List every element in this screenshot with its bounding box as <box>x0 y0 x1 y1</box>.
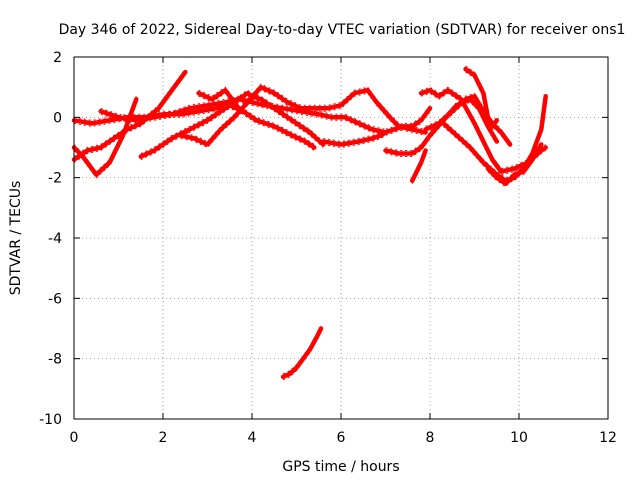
y-tick-label: -8 <box>48 352 62 368</box>
y-tick-label: -4 <box>48 231 62 247</box>
data-series-trace-16-markers <box>487 141 542 182</box>
data-series-trace-9-markers-low <box>367 92 426 136</box>
data-series <box>71 65 548 381</box>
data-series-trace-3-markers <box>73 68 186 158</box>
data-series-trace-15-markers <box>411 147 427 178</box>
data-series-trace-16-markers-low <box>487 147 542 188</box>
x-tick-label: 12 <box>599 430 617 446</box>
data-series-trace-4 <box>71 96 139 177</box>
data-series-trace-9 <box>365 87 428 135</box>
data-series-trace-5 <box>138 90 326 159</box>
y-tick-label: -6 <box>48 291 62 307</box>
data-series-trace-4-markers-low <box>73 102 137 179</box>
x-tick-label: 6 <box>337 430 346 446</box>
data-series-trace-8-markers <box>323 105 431 143</box>
data-series-trace-15 <box>409 148 428 183</box>
data-series-trace-12-markers <box>420 86 546 170</box>
axis-ticks: 0 2 4 6 8 10 12 -10 -8 -6 -4 -2 0 2 <box>39 50 617 446</box>
data-series-trace-11-markers <box>425 92 511 142</box>
data-series-trace-6 <box>178 84 370 147</box>
y-tick-label: -2 <box>48 171 62 187</box>
data-series-trace-6-markers <box>180 83 368 143</box>
data-series-trace-15-markers-low <box>411 153 427 184</box>
data-series-trace-16 <box>485 142 544 186</box>
data-series-trace-2 <box>98 96 388 135</box>
data-series-trace-3-markers-low <box>73 74 186 164</box>
y-tick-label: -10 <box>39 412 62 428</box>
y-tick-label: 0 <box>53 110 62 126</box>
data-series-trace-5-markers <box>140 89 324 155</box>
data-series-trace-8 <box>320 106 433 147</box>
data-series-trace-6-markers-low <box>180 89 368 149</box>
data-series-trace-4-markers <box>73 96 137 173</box>
data-series-trace-11 <box>423 93 513 147</box>
x-tick-label: 2 <box>159 430 168 446</box>
data-series-trace-12-markers-low <box>420 92 546 176</box>
data-series-trace-9-markers <box>367 86 426 130</box>
data-series-trace-1-markers-low <box>73 107 315 151</box>
data-series-trace-14-markers-low <box>465 71 498 131</box>
x-tick-label: 0 <box>70 430 79 446</box>
data-series-trace-5-markers-low <box>140 95 324 161</box>
chart-title: Day 346 of 2022, Sidereal Day-to-day VTE… <box>59 22 626 38</box>
x-tick-label: 4 <box>248 430 257 446</box>
data-series-trace-14-markers <box>465 65 498 125</box>
data-series-trace-17-markers <box>282 325 322 375</box>
x-axis-label: GPS time / hours <box>282 459 399 475</box>
data-series-trace-14 <box>463 66 500 129</box>
x-tick-label: 10 <box>510 430 528 446</box>
data-series-trace-7 <box>196 87 241 111</box>
data-series-trace-8-markers-low <box>323 111 431 149</box>
data-series-trace-2-markers-low <box>100 101 386 136</box>
data-series-trace-17 <box>280 326 324 380</box>
y-axis-label: SDTVAR / TECUs <box>8 181 24 296</box>
y-tick-label: 2 <box>53 50 62 66</box>
x-tick-label: 8 <box>426 430 435 446</box>
